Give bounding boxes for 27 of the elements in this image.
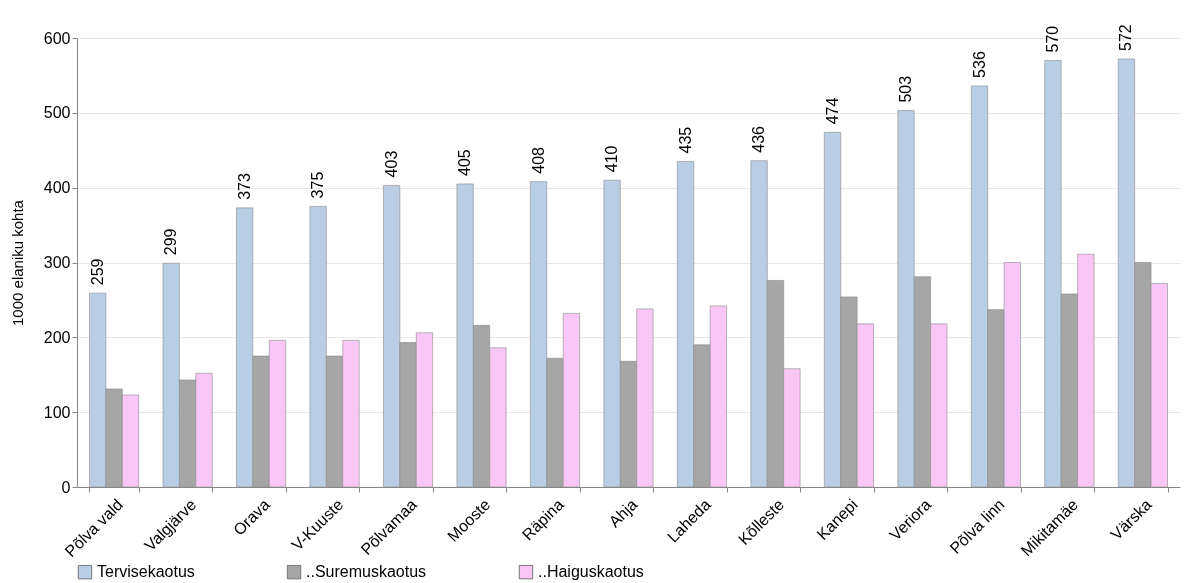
y-axis-title: 1000 elaniku kohta [8, 199, 26, 326]
data-label: 503 [897, 75, 915, 103]
data-label: 373 [235, 173, 253, 200]
data-label: 375 [309, 171, 327, 199]
y-tick-label: 500 [43, 104, 71, 122]
y-tick-label: 300 [43, 254, 71, 271]
y-tick-label: 200 [43, 328, 71, 346]
y-tick-label: 400 [43, 179, 71, 197]
data-label: 570 [1043, 25, 1061, 53]
data-label: 259 [88, 258, 106, 286]
data-label: 436 [750, 125, 768, 153]
legend-label: ..Haiguskaotus [538, 563, 644, 581]
data-label: 408 [529, 146, 547, 174]
y-tick-label: 600 [43, 29, 71, 47]
legend-label: Tervisekaotus [97, 563, 195, 581]
data-label: 536 [970, 51, 988, 78]
data-label: 299 [162, 228, 180, 256]
x-tick-label: Ahja [605, 495, 641, 531]
data-label: 435 [676, 126, 694, 154]
data-label: 410 [603, 145, 621, 173]
y-tick-label: 100 [43, 403, 71, 421]
legend-label: ..Suremuskaotus [306, 563, 427, 581]
data-label: 474 [823, 97, 841, 125]
data-label: 405 [456, 149, 474, 176]
data-label: 403 [382, 150, 400, 178]
y-tick-label: 0 [61, 478, 71, 496]
data-label: 572 [1117, 24, 1135, 51]
